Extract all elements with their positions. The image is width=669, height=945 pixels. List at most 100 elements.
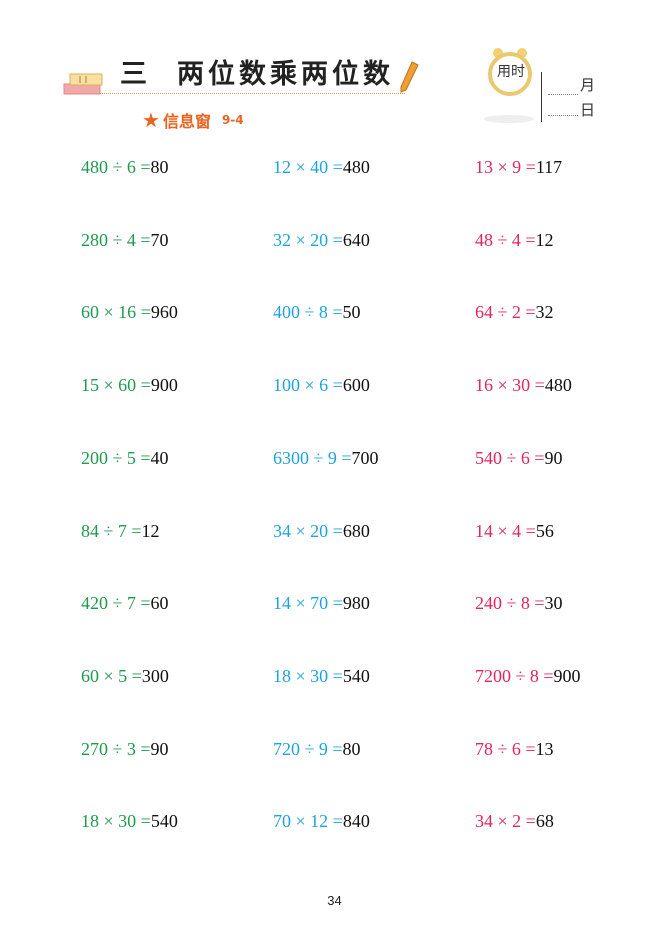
- info-window-label: ★ 信息窗 9-4: [142, 108, 244, 132]
- problem-answer: 13: [535, 738, 554, 759]
- clock-shadow: [484, 115, 534, 123]
- problem-answer: 90: [150, 738, 169, 759]
- math-problem: 15 × 60 =900: [81, 375, 178, 396]
- unit-title-text: 两位数乘两位数: [177, 59, 394, 90]
- info-label: 信息窗: [162, 112, 211, 131]
- problem-answer: 32: [535, 302, 554, 323]
- problem-answer: 56: [535, 520, 554, 541]
- problem-expression: 70 × 12 =: [273, 811, 343, 832]
- problem-answer: 840: [342, 811, 370, 832]
- math-problem: 64 ÷ 2 =32: [475, 302, 554, 323]
- star-icon: ★: [142, 108, 160, 132]
- problem-expression: 16 × 30 =: [475, 375, 545, 396]
- math-problem: 270 ÷ 3 =90: [81, 739, 169, 760]
- problem-answer: 60: [150, 593, 169, 614]
- problem-expression: 15 × 60 =: [81, 375, 151, 396]
- problem-answer: 640: [342, 229, 370, 250]
- math-problem: 34 × 20 =680: [273, 521, 370, 542]
- math-problem: 70 × 12 =840: [273, 811, 370, 832]
- problem-expression: 270 ÷ 3 =: [81, 738, 151, 759]
- problem-answer: 980: [342, 593, 370, 614]
- problem-expression: 12 × 40 =: [273, 157, 343, 177]
- problem-answer: 12: [535, 229, 554, 250]
- day-field[interactable]: [548, 115, 578, 116]
- problem-expression: 7200 ÷ 8 =: [475, 665, 554, 686]
- problem-answer: 40: [150, 447, 169, 468]
- problem-answer: 960: [150, 302, 178, 323]
- problem-expression: 720 ÷ 9 =: [273, 738, 343, 759]
- math-problem: 6300 ÷ 9 =700: [273, 448, 379, 469]
- math-problem: 13 × 9 =117: [475, 157, 562, 178]
- info-code: 9-4: [221, 113, 244, 127]
- problem-expression: 14 × 70 =: [273, 593, 343, 614]
- problem-expression: 32 × 20 =: [273, 229, 343, 250]
- problem-answer: 12: [141, 520, 160, 541]
- math-problem: 32 × 20 =640: [273, 230, 370, 251]
- month-field[interactable]: [548, 94, 578, 95]
- problem-answer: 900: [553, 665, 581, 686]
- problem-expression: 400 ÷ 8 =: [273, 302, 343, 323]
- problem-answer: 600: [342, 375, 370, 396]
- unit-title: 三两位数乘两位数: [120, 52, 394, 91]
- day-label: 日: [580, 101, 596, 119]
- problem-expression: 240 ÷ 8 =: [475, 593, 545, 614]
- math-problem: 18 × 30 =540: [273, 666, 370, 687]
- math-problem: 540 ÷ 6 =90: [475, 448, 563, 469]
- problem-expression: 200 ÷ 5 =: [81, 447, 151, 468]
- books-icon: [63, 73, 103, 95]
- problem-expression: 13 × 9 =: [475, 157, 536, 177]
- unit-number: 三: [120, 59, 151, 90]
- problem-expression: 34 × 20 =: [273, 520, 343, 541]
- math-problem: 200 ÷ 5 =40: [81, 448, 169, 469]
- problem-answer: 700: [351, 447, 379, 468]
- problem-answer: 540: [150, 811, 178, 832]
- problem-answer: 900: [150, 375, 178, 396]
- math-problem: 48 ÷ 4 =12: [475, 230, 554, 251]
- problem-answer: 70: [150, 229, 169, 250]
- problem-answer: 50: [342, 302, 361, 323]
- math-problem: 480 ÷ 6 =80: [81, 157, 169, 178]
- math-problem: 34 × 2 =68: [475, 811, 554, 832]
- problem-expression: 18 × 30 =: [81, 811, 151, 832]
- math-problem: 7200 ÷ 8 =900: [475, 666, 581, 687]
- date-divider: [541, 72, 542, 122]
- math-problem: 12 × 40 =480: [273, 157, 370, 178]
- math-problem: 400 ÷ 8 =50: [273, 302, 361, 323]
- problem-expression: 540 ÷ 6 =: [475, 447, 545, 468]
- page-number: 34: [327, 893, 342, 908]
- problem-expression: 48 ÷ 4 =: [475, 229, 536, 250]
- problem-expression: 84 ÷ 7 =: [81, 520, 142, 541]
- problem-expression: 78 ÷ 6 =: [475, 738, 536, 759]
- math-problem: 280 ÷ 4 =70: [81, 230, 169, 251]
- math-problem: 14 × 70 =980: [273, 593, 370, 614]
- math-problem: 84 ÷ 7 =12: [81, 521, 160, 542]
- time-used-label: 用时: [497, 64, 525, 80]
- math-problem: 100 × 6 =600: [273, 375, 370, 396]
- problem-answer: 30: [544, 593, 563, 614]
- math-problem: 16 × 30 =480: [475, 375, 572, 396]
- problem-answer: 680: [342, 520, 370, 541]
- problem-answer: 540: [342, 665, 370, 686]
- problem-answer: 480: [544, 375, 572, 396]
- problem-answer: 80: [150, 157, 169, 177]
- problem-expression: 280 ÷ 4 =: [81, 229, 151, 250]
- problem-expression: 60 × 16 =: [81, 302, 151, 323]
- problem-expression: 480 ÷ 6 =: [81, 157, 151, 177]
- problem-expression: 64 ÷ 2 =: [475, 302, 536, 323]
- title-underline: [100, 93, 405, 94]
- math-problem: 240 ÷ 8 =30: [475, 593, 563, 614]
- math-problem: 60 × 5 =300: [81, 666, 169, 687]
- problem-answer: 68: [535, 811, 554, 832]
- problem-answer: 480: [342, 157, 370, 177]
- math-problem: 14 × 4 =56: [475, 521, 554, 542]
- problem-expression: 6300 ÷ 9 =: [273, 447, 352, 468]
- math-problem: 78 ÷ 6 =13: [475, 739, 554, 760]
- math-problem: 720 ÷ 9 =80: [273, 739, 361, 760]
- pencil-icon: [400, 61, 419, 93]
- problem-expression: 34 × 2 =: [475, 811, 536, 832]
- problem-expression: 100 × 6 =: [273, 375, 343, 396]
- alarm-clock-icon: [488, 48, 532, 96]
- problem-answer: 90: [544, 447, 563, 468]
- problem-expression: 18 × 30 =: [273, 665, 343, 686]
